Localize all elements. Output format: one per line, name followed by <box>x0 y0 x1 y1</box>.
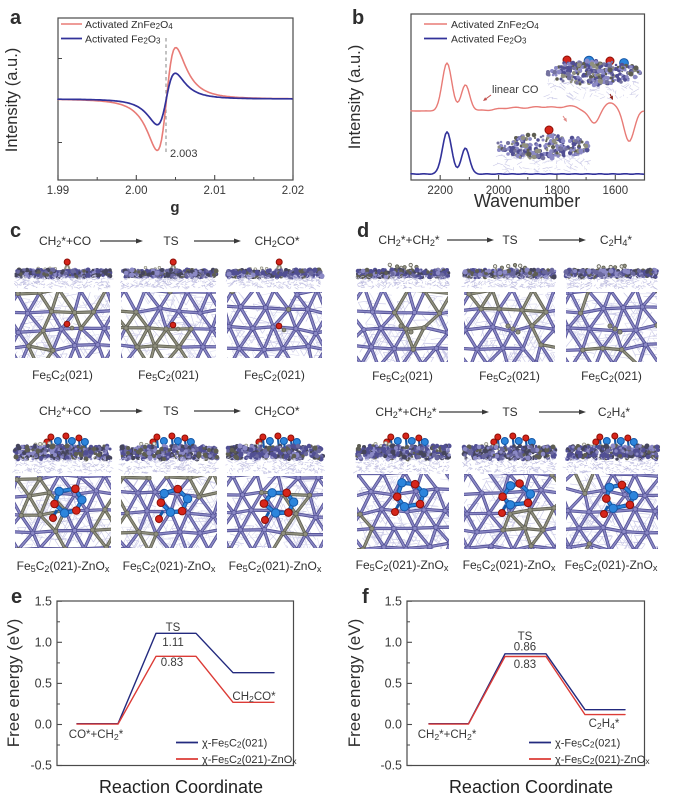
svg-text:a: a <box>10 7 22 29</box>
svg-text:TS: TS <box>502 233 517 247</box>
svg-text:χ-Fe5C2(021): χ-Fe5C2(021) <box>202 738 267 750</box>
svg-text:Reaction Coordinate: Reaction Coordinate <box>449 777 613 797</box>
svg-text:Intensity (a.u.): Intensity (a.u.) <box>3 48 21 153</box>
svg-text:0.83: 0.83 <box>514 659 536 671</box>
svg-text:1.0: 1.0 <box>385 636 402 650</box>
svg-text:Fe5C2(021)-ZnOx: Fe5C2(021)-ZnOx <box>463 558 556 573</box>
svg-text:Reaction Coordinate: Reaction Coordinate <box>99 777 263 797</box>
svg-text:0.5: 0.5 <box>385 677 402 691</box>
svg-text:CH2*+CO: CH2*+CO <box>39 404 91 419</box>
svg-text:0.5: 0.5 <box>35 677 52 691</box>
svg-text:1.11: 1.11 <box>162 637 184 649</box>
svg-text:0.0: 0.0 <box>385 718 402 732</box>
svg-text:CH2CO*: CH2CO* <box>254 234 299 249</box>
svg-text:Free energy (eV): Free energy (eV) <box>345 619 364 748</box>
svg-text:C2H4*: C2H4* <box>589 718 620 731</box>
svg-text:-0.5: -0.5 <box>380 759 402 773</box>
svg-text:Wavenumber: Wavenumber <box>474 191 580 211</box>
svg-text:2.02: 2.02 <box>282 185 304 197</box>
svg-text:CH2*+CO: CH2*+CO <box>39 234 91 249</box>
svg-text:1.5: 1.5 <box>35 594 52 608</box>
svg-text:χ-Fe5C2(021)-ZnOx: χ-Fe5C2(021)-ZnOx <box>202 754 297 766</box>
svg-text:Free energy (eV): Free energy (eV) <box>4 619 23 748</box>
svg-text:2.01: 2.01 <box>204 185 226 197</box>
svg-text:Activated ZnFe2O4: Activated ZnFe2O4 <box>85 19 173 31</box>
svg-text:Activated Fe2O3: Activated Fe2O3 <box>85 34 161 46</box>
svg-text:1.5: 1.5 <box>385 594 402 608</box>
svg-text:TS: TS <box>163 234 178 248</box>
svg-text:Fe5C2(021)-ZnOx: Fe5C2(021)-ZnOx <box>123 559 216 574</box>
svg-text:C2H4*: C2H4* <box>600 233 632 248</box>
svg-text:Fe5C2(021)-ZnOx: Fe5C2(021)-ZnOx <box>565 558 658 573</box>
svg-text:linear CO: linear CO <box>492 84 539 96</box>
svg-text:TS: TS <box>166 622 181 634</box>
svg-text:1.99: 1.99 <box>47 185 69 197</box>
svg-text:-0.5: -0.5 <box>30 759 52 773</box>
svg-text:TS: TS <box>163 404 178 418</box>
svg-text:Activated Fe2O3: Activated Fe2O3 <box>451 34 527 46</box>
svg-text:1600: 1600 <box>603 185 629 197</box>
svg-text:0.0: 0.0 <box>35 718 52 732</box>
svg-text:TS: TS <box>502 405 517 419</box>
svg-text:c: c <box>10 220 21 242</box>
svg-text:d: d <box>357 220 369 242</box>
svg-text:Fe5C2(021)-ZnOx: Fe5C2(021)-ZnOx <box>229 559 322 574</box>
svg-text:CO*+CH2*: CO*+CH2* <box>69 729 124 742</box>
svg-text:e: e <box>11 586 22 608</box>
svg-text:2.003: 2.003 <box>170 148 198 160</box>
svg-text:1.0: 1.0 <box>35 636 52 650</box>
svg-text:g: g <box>170 199 179 216</box>
svg-text:0.83: 0.83 <box>161 657 183 669</box>
svg-text:0.86: 0.86 <box>514 642 536 654</box>
svg-text:2.00: 2.00 <box>125 185 147 197</box>
svg-text:Fe5C2(021)-ZnOx: Fe5C2(021)-ZnOx <box>17 559 110 574</box>
svg-text:f: f <box>362 586 369 608</box>
svg-text:Intensity (a.u.): Intensity (a.u.) <box>346 45 364 150</box>
svg-text:C2H4*: C2H4* <box>598 405 630 420</box>
svg-text:CH2CO*: CH2CO* <box>232 691 276 704</box>
svg-text:CH2CO*: CH2CO* <box>254 404 299 419</box>
svg-text:2200: 2200 <box>427 185 453 197</box>
svg-text:χ-Fe5C2(021)-ZnOx: χ-Fe5C2(021)-ZnOx <box>555 754 650 766</box>
svg-text:Fe5C2(021)-ZnOx: Fe5C2(021)-ZnOx <box>356 558 449 573</box>
svg-text:χ-Fe5C2(021): χ-Fe5C2(021) <box>555 738 620 750</box>
svg-text:b: b <box>352 7 364 29</box>
svg-text:Activated ZnFe2O4: Activated ZnFe2O4 <box>451 19 539 31</box>
svg-text:CH2*+CH2*: CH2*+CH2* <box>418 729 477 742</box>
